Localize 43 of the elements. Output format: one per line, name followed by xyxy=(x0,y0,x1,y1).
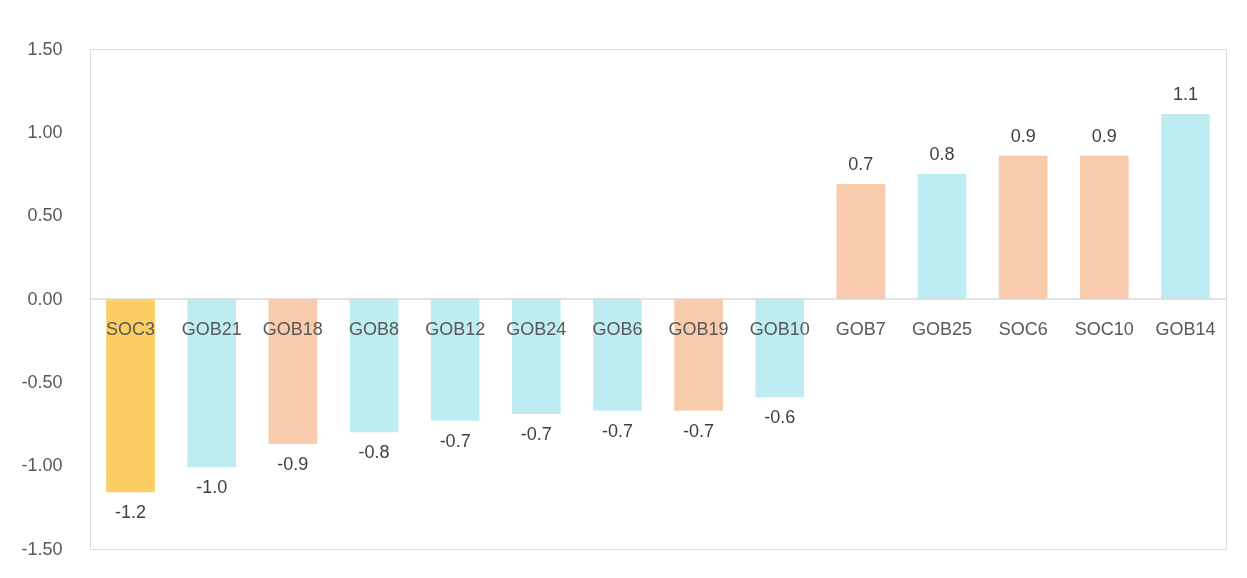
y-tick-label: -1.50 xyxy=(21,538,63,559)
y-tick-label: -1.00 xyxy=(21,455,63,476)
x-tick-label: GOB14 xyxy=(1155,319,1216,339)
x-tick-label: GOB6 xyxy=(592,319,643,339)
bar xyxy=(917,174,967,299)
x-tick-label: GOB12 xyxy=(425,319,486,339)
x-tick-label: GOB25 xyxy=(911,319,973,339)
data-label: -0.7 xyxy=(520,424,552,444)
data-label: 0.8 xyxy=(929,144,955,164)
data-label: -0.6 xyxy=(764,407,796,428)
x-tick-label: GOB18 xyxy=(262,319,323,339)
y-tick-label: 0.50 xyxy=(27,205,63,226)
data-label: -0.9 xyxy=(277,454,309,474)
bar xyxy=(1079,155,1129,299)
x-tick-label: SOC10 xyxy=(1074,319,1134,339)
bar xyxy=(593,299,642,411)
data-label: -0.7 xyxy=(683,420,715,441)
bar xyxy=(106,299,155,493)
bar xyxy=(998,155,1048,299)
data-label: -0.7 xyxy=(601,420,633,441)
x-tick-label: GOB24 xyxy=(506,319,567,339)
y-tick-label: 0.00 xyxy=(27,288,63,309)
x-tick-label: GOB19 xyxy=(668,319,729,339)
x-tick-label: SOC6 xyxy=(998,319,1048,339)
bar xyxy=(836,184,886,299)
data-label: -0.8 xyxy=(358,442,390,463)
y-tick-label: -0.50 xyxy=(21,371,63,392)
data-label: 0.7 xyxy=(848,154,874,174)
bar xyxy=(349,299,399,433)
x-tick-label: SOC3 xyxy=(106,319,156,339)
x-tick-label: GOB8 xyxy=(348,319,400,339)
x-tick-label: GOB7 xyxy=(835,319,886,339)
data-label: 0.9 xyxy=(1091,125,1117,146)
data-label: -0.7 xyxy=(439,430,471,451)
data-label: -1.0 xyxy=(196,477,228,498)
data-label: 1.1 xyxy=(1172,84,1198,104)
data-label: 0.9 xyxy=(1010,125,1036,146)
y-tick-label: 1.00 xyxy=(27,121,63,142)
bar xyxy=(1161,114,1210,299)
data-label: -1.2 xyxy=(115,502,147,523)
x-tick-label: GOB21 xyxy=(181,319,242,339)
x-tick-label: GOB10 xyxy=(749,319,810,339)
y-tick-label: 1.50 xyxy=(27,38,63,59)
